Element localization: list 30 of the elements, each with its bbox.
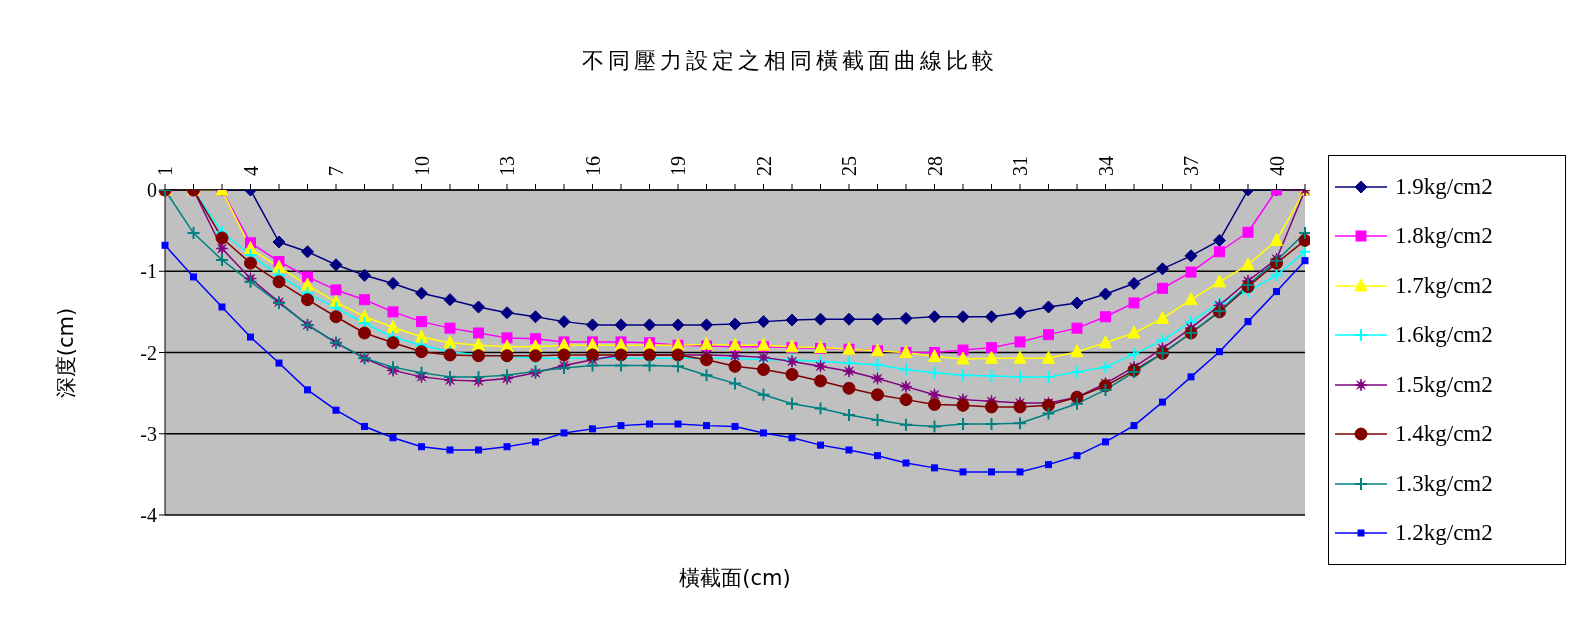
x-tick-label: 31 xyxy=(1009,156,1031,176)
x-tick-label: 22 xyxy=(752,156,775,176)
x-tick-label: 40 xyxy=(1265,156,1288,176)
legend-label: 1.4kg/cm2 xyxy=(1395,421,1493,448)
x-tick-label: 28 xyxy=(923,156,946,176)
legend-label: 1.2kg/cm2 xyxy=(1395,520,1493,547)
y-tick-label: 0 xyxy=(147,179,157,202)
x-tick-label: 34 xyxy=(1094,156,1117,176)
x-tick-label: 37 xyxy=(1180,156,1202,176)
legend-label: 1.5kg/cm2 xyxy=(1395,371,1493,398)
y-tick-label: -1 xyxy=(140,260,157,283)
legend-label: 1.6kg/cm2 xyxy=(1395,322,1493,349)
x-tick-label: 13 xyxy=(496,156,518,176)
legend-label: 1.8kg/cm2 xyxy=(1395,223,1493,250)
y-tick-label: -3 xyxy=(140,422,157,445)
legend-label: 1.9kg/cm2 xyxy=(1395,173,1493,200)
y-axis-title: 深度(cm) xyxy=(53,307,79,399)
x-tick-label: 1 xyxy=(154,166,176,176)
y-tick-label: -4 xyxy=(140,504,157,527)
legend-label: 1.7kg/cm2 xyxy=(1395,272,1493,299)
legend-label: 1.3kg/cm2 xyxy=(1395,470,1493,497)
x-tick-label: 10 xyxy=(410,156,433,176)
x-tick-label: 7 xyxy=(325,166,347,176)
y-tick-label: -2 xyxy=(140,341,157,364)
x-tick-label: 16 xyxy=(581,156,604,176)
x-tick-label: 19 xyxy=(667,156,689,176)
x-axis-title: 橫截面(cm) xyxy=(678,565,792,592)
x-tick-label: 25 xyxy=(838,156,860,176)
x-tick-label: 4 xyxy=(239,166,262,176)
chart-title: 不同壓力設定之相同橫截面曲線比較 xyxy=(581,47,999,75)
